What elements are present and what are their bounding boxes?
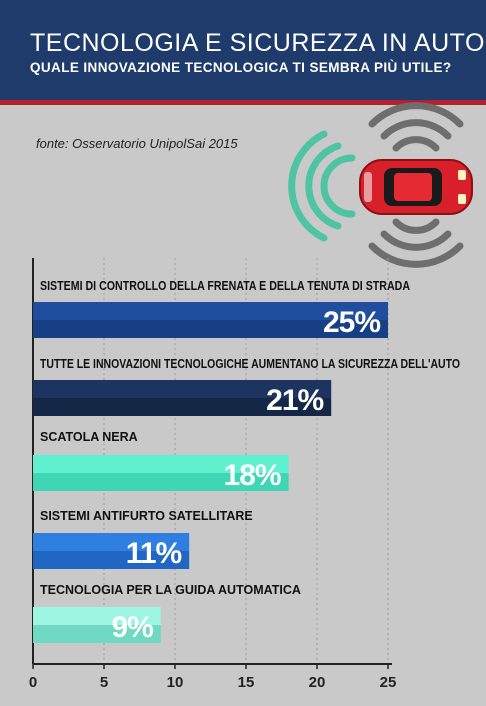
x-tick-label: 15 [238, 674, 255, 691]
category-label: SISTEMI ANTIFURTO SATELLITARE [40, 509, 253, 523]
header-accent-stripe [0, 100, 486, 105]
data-label: 18% [224, 459, 281, 492]
sensor-waves-left-icon [288, 130, 356, 242]
category-label: TECNOLOGIA PER LA GUIDA AUTOMATICA [40, 583, 301, 597]
data-label: 11% [126, 537, 182, 570]
x-tick-label: 0 [29, 674, 37, 691]
car-icon [359, 159, 473, 215]
bar-shade [33, 473, 289, 491]
bar [33, 533, 190, 551]
source-note: fonte: Osservatorio UnipolSai 2015 [36, 136, 238, 151]
data-label: 25% [323, 306, 380, 339]
x-tick-label: 25 [380, 674, 397, 691]
page-subtitle: QUALE INNOVAZIONE TECNOLOGICA TI SEMBRA … [30, 60, 452, 75]
x-tick-label: 5 [100, 674, 108, 691]
bar [33, 302, 388, 320]
page-title: TECNOLOGIA E SICUREZZA IN AUTO [30, 29, 485, 57]
category-label: SISTEMI DI CONTROLLO DELLA FRENATA E DEL… [40, 279, 410, 293]
bar-shade [33, 320, 388, 338]
data-label: 21% [266, 384, 323, 417]
category-label: SCATOLA NERA [40, 430, 138, 444]
bar-shade [33, 551, 190, 569]
sensor-waves-top-icon [368, 102, 464, 152]
sensor-waves-bottom-icon [368, 218, 464, 268]
x-tick-label: 10 [167, 674, 184, 691]
x-tick-label: 20 [309, 674, 326, 691]
data-label: 9% [111, 611, 153, 644]
header-banner: TECNOLOGIA E SICUREZZA IN AUTO QUALE INN… [0, 0, 486, 100]
bar [33, 607, 161, 625]
bar [33, 455, 289, 473]
bar-shade [33, 398, 332, 416]
bar-shade [33, 625, 161, 643]
bar [33, 380, 332, 398]
category-label: TUTTE LE INNOVAZIONI TECNOLOGICHE AUMENT… [40, 357, 460, 371]
